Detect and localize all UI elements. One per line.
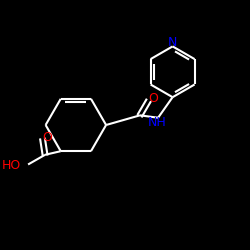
Text: O: O (42, 131, 52, 144)
Text: O: O (148, 92, 158, 105)
Text: NH: NH (148, 116, 166, 128)
Text: HO: HO (2, 159, 21, 172)
Text: N: N (168, 36, 177, 49)
